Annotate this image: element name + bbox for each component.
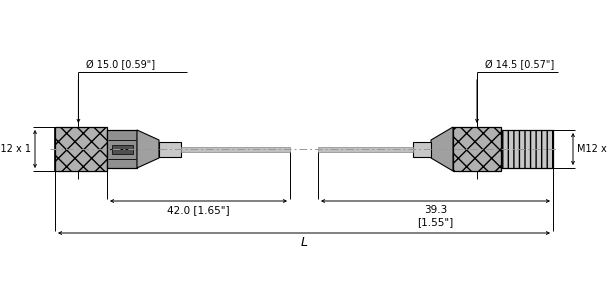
Polygon shape: [137, 130, 159, 168]
Bar: [55, 127, 107, 171]
Text: 39.3
[1.55"]: 39.3 [1.55"]: [417, 205, 454, 227]
Bar: [107, 130, 137, 168]
Bar: [413, 141, 431, 157]
Polygon shape: [431, 127, 453, 171]
Bar: [159, 141, 181, 157]
Text: Ø 15.0 [0.59"]: Ø 15.0 [0.59"]: [86, 60, 156, 70]
Bar: [501, 130, 553, 168]
Bar: [318, 146, 413, 151]
Text: L: L: [300, 236, 308, 249]
Bar: [453, 127, 501, 171]
Text: 42.0 [1.65"]: 42.0 [1.65"]: [167, 205, 230, 215]
Text: M12 x 1: M12 x 1: [577, 144, 608, 154]
Text: M12 x 1: M12 x 1: [0, 144, 31, 154]
Text: Ø 14.5 [0.57"]: Ø 14.5 [0.57"]: [485, 60, 554, 70]
Bar: [181, 146, 290, 151]
Bar: [111, 145, 133, 154]
